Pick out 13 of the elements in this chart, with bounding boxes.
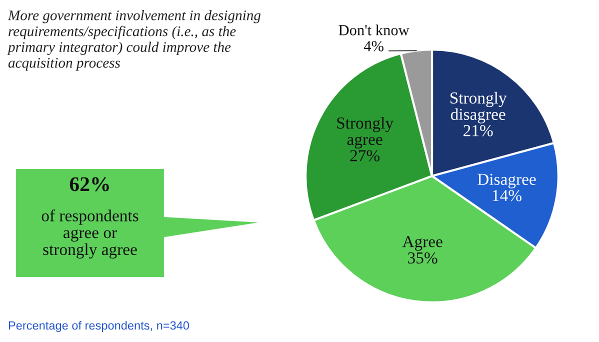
slice-label: Disagree [478, 174, 536, 188]
text: More government involvement in designing requirements/specifications (i.e., as the primary integrator) could improve the acquisition process [7, 10, 261, 71]
text: Percentage of respondents, n=340 [8, 320, 190, 332]
data-label: 27% [350, 150, 380, 162]
data-label: 14% [492, 190, 522, 202]
slice-label: Agree [402, 236, 442, 251]
slice-label: Strongly agree [337, 116, 394, 148]
text: 62% of respondents agree or strongly agree [42, 177, 138, 259]
data-label: 4% [364, 40, 384, 52]
slice-label: Strongly disagree [450, 92, 507, 124]
data-label: 21% [464, 125, 493, 136]
slice-label: Don't know [338, 24, 410, 36]
data-label: 35% [408, 252, 438, 264]
